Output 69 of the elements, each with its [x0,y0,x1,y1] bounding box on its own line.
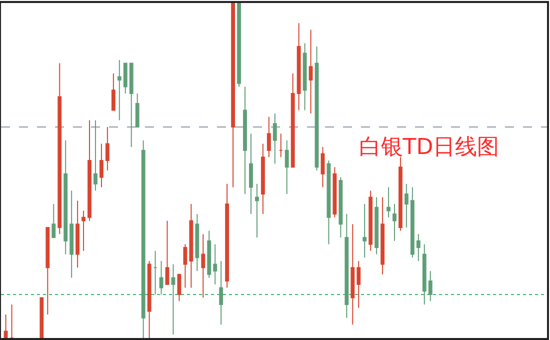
candlestick [46,226,50,316]
candlestick [207,230,212,278]
candlestick [189,204,194,288]
candlestick [266,116,271,158]
candlestick [272,113,277,164]
candlestick [338,176,343,238]
candlestick [254,183,259,238]
candlestick [183,244,188,288]
candlestick [296,22,301,111]
candlestick [195,214,200,272]
candlestick [159,260,164,295]
candlestick [94,120,98,192]
candlestick [201,234,206,298]
candlestick [290,72,295,168]
candlestick [404,183,408,228]
candlestick [123,62,128,94]
text: 白银TD日线图 [358,134,500,160]
candlestick [171,264,176,336]
candlestick [428,270,432,302]
candlestick [374,196,379,255]
candlestick [141,140,146,338]
candlestick [147,260,152,338]
candlestick [129,62,134,148]
candlestick [278,133,283,158]
candlestick [284,140,289,194]
candlestick [326,160,331,245]
candlestick [225,183,230,288]
candlestick [398,156,402,232]
candlestick [260,143,265,215]
candlestick [70,190,74,278]
candlestick [135,92,140,128]
candlestick [231,3,235,188]
candlestick [219,260,224,326]
candlestick [308,29,313,114]
candlestick [100,143,104,188]
candlestick [165,220,170,285]
candlestick [111,72,116,111]
candlestick [153,250,158,295]
candlestick [410,186,414,258]
candlestick [249,133,253,215]
candlestick [4,314,8,338]
candlestick [117,59,122,121]
candlestick [368,190,373,252]
candlestick [362,204,367,258]
candlestick [243,86,247,194]
candlestick [237,3,241,88]
candlestick [416,234,420,262]
candlestick [52,204,56,238]
candlestick [58,62,62,235]
candlestick [10,304,14,338]
candlestick [76,200,80,268]
candlestick [40,297,44,338]
candlestick [88,120,92,222]
candlestick [386,186,390,218]
candlestick [422,244,426,305]
candlestick [177,274,182,302]
candlestick [350,224,355,326]
candlestick [302,42,307,111]
candlestick [356,260,361,308]
candlestick [320,146,325,188]
candlestick [314,46,319,171]
candlestick [64,140,68,255]
candlestick [344,214,349,318]
candlestick [392,204,396,242]
candlestick [332,166,337,218]
candlestick [105,126,110,171]
candlestick [213,244,218,285]
candlestick [380,196,385,275]
candlestick [82,210,86,252]
